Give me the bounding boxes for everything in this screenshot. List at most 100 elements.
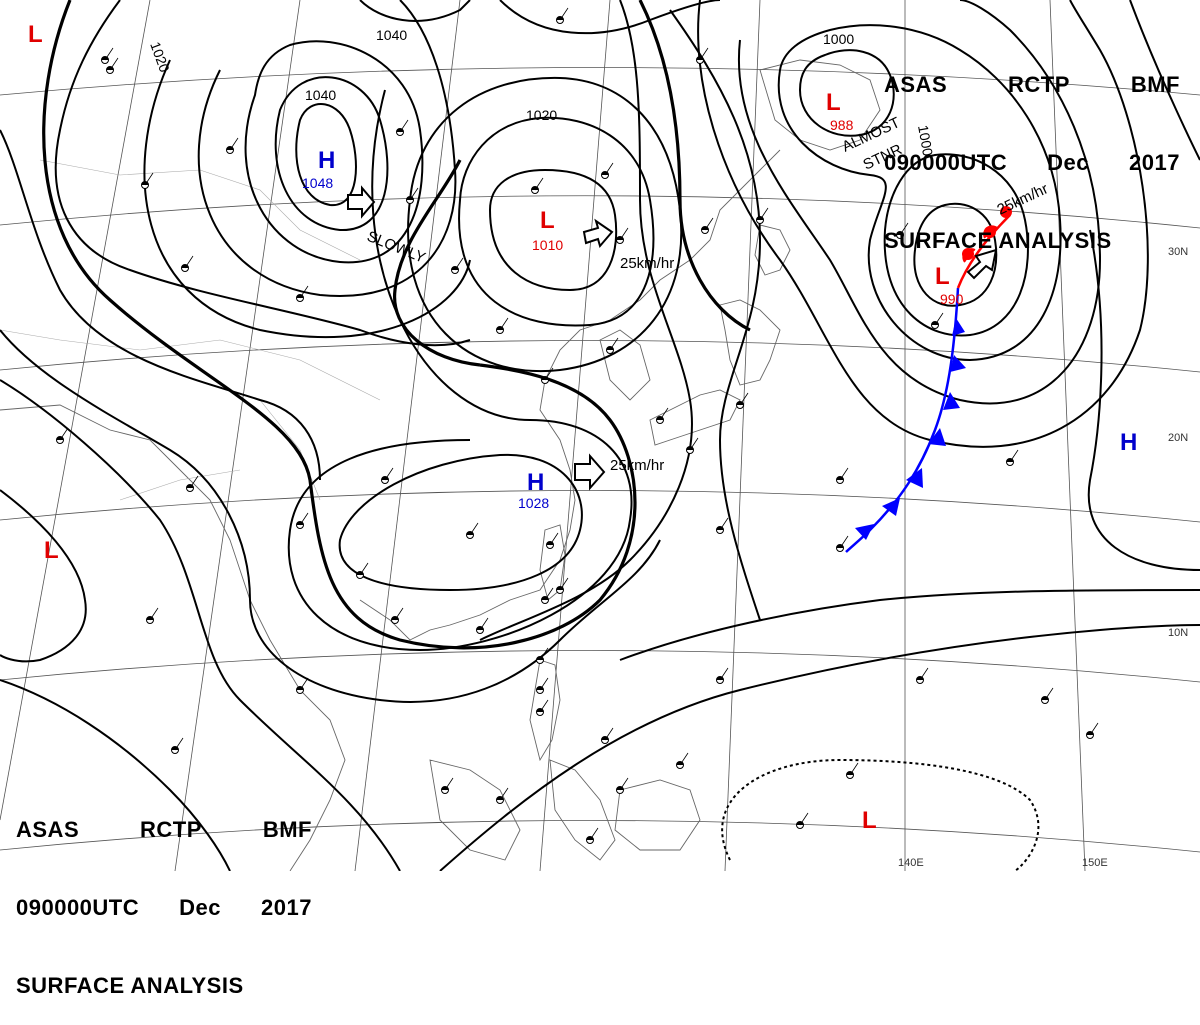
station-wind-barb — [149, 607, 159, 621]
header-bottom-left: ASAS RCTP BMF 090000UTC Dec 2017 SURFACE… — [16, 765, 312, 1025]
isobar-label: 1020 — [526, 107, 557, 123]
low-symbol: L — [44, 537, 59, 564]
station-wind-barb — [144, 172, 154, 186]
station-wind-barb — [499, 787, 509, 801]
station-wind-barb — [539, 647, 549, 661]
header-year: 2017 — [261, 895, 312, 920]
station-wind-barb — [604, 162, 614, 176]
high-value: 1048 — [302, 175, 333, 191]
low-value: 988 — [830, 117, 854, 133]
isobar-label: 1000 — [915, 124, 936, 158]
station-wind-barb — [174, 737, 184, 751]
station-wind-barb — [589, 827, 599, 841]
low-symbol: L — [935, 263, 950, 290]
low-symbol: L — [28, 21, 43, 48]
station-wind-barb — [444, 777, 454, 791]
station-wind-barb — [539, 699, 549, 713]
station-wind-barb — [454, 257, 464, 271]
major-isobars — [42, 0, 751, 650]
station-wind-barb — [469, 522, 479, 536]
station-wind-barb — [1009, 449, 1019, 463]
station-wind-barb — [299, 285, 309, 299]
header-agency: ASAS — [16, 817, 80, 842]
movement-label: 25km/hr — [620, 255, 674, 272]
station-wind-barb — [1044, 687, 1054, 701]
station-wind-barb — [544, 587, 554, 601]
station-wind-barb — [704, 217, 714, 231]
station-wind-barb — [604, 727, 614, 741]
station-wind-barb — [184, 255, 194, 269]
header-station: RCTP — [140, 817, 202, 842]
header-row-1: ASAS RCTP BMF — [16, 817, 312, 843]
station-wind-barb — [1089, 722, 1099, 736]
movement-arrow-icon — [582, 218, 614, 249]
station-wind-barb — [559, 577, 569, 591]
station-wind-barb — [689, 437, 699, 451]
station-wind-barb — [899, 222, 909, 236]
dashed-isobar — [721, 758, 1040, 871]
high-value: 1028 — [518, 495, 549, 511]
lat-labels: 30N 20N 10N — [1168, 246, 1188, 639]
station-wind-barb — [849, 762, 859, 776]
low-value: 1010 — [532, 237, 563, 253]
movement-arrow-icon — [966, 248, 998, 280]
station-wind-barb — [409, 187, 419, 201]
isobar-label: 1040 — [305, 87, 336, 103]
low-symbol: L — [540, 207, 555, 234]
station-wind-barb — [559, 7, 569, 21]
station-wind-barb — [59, 427, 69, 441]
station-wind-barb — [919, 667, 929, 681]
station-wind-barb — [609, 337, 619, 351]
lat-label: 10N — [1168, 627, 1188, 639]
station-wind-barb — [549, 532, 559, 546]
header-agency: ASAS — [884, 72, 948, 97]
station-wind-barb — [934, 312, 944, 326]
station-wind-barb — [499, 317, 509, 331]
station-wind-barb — [619, 227, 629, 241]
station-wind-barb — [229, 137, 239, 151]
station-wind-barb — [839, 535, 849, 549]
movement-arrow-icon — [347, 185, 376, 219]
header-row-1: ASAS RCTP BMF — [884, 72, 1180, 98]
station-wind-barb — [299, 677, 309, 691]
header-row-2: 090000UTC Dec 2017 — [884, 150, 1180, 176]
movement-arrows — [347, 185, 998, 491]
movement-label: 25km/hr — [610, 457, 664, 474]
station-wind-barb — [299, 512, 309, 526]
header-top-right: ASAS RCTP BMF 090000UTC Dec 2017 SURFACE… — [884, 20, 1180, 280]
header-title: SURFACE ANALYSIS — [884, 228, 1112, 253]
lon-labels: 140E 150E — [898, 857, 1108, 869]
station-wind-barb — [359, 562, 369, 576]
isobar-label: 1000 — [823, 31, 854, 47]
low-value: 990 — [940, 291, 964, 307]
low-symbol: L — [826, 89, 841, 116]
station-wind-barb — [619, 777, 629, 791]
station-wind-barb — [544, 367, 554, 381]
station-wind-barb — [799, 812, 809, 826]
station-wind-barb — [394, 607, 404, 621]
station-wind-barb — [659, 407, 669, 421]
header-time: 090000UTC — [884, 150, 1008, 175]
station-wind-barb — [479, 617, 489, 631]
header-code: BMF — [262, 817, 312, 842]
header-year: 2017 — [1129, 150, 1180, 175]
header-row-2: 090000UTC Dec 2017 — [16, 895, 312, 921]
station-wind-barb — [189, 475, 199, 489]
isobar-label: 1040 — [376, 27, 407, 43]
station-wind-barb — [109, 57, 119, 71]
high-symbol: H — [527, 469, 544, 496]
lon-label: 150E — [1082, 857, 1108, 869]
station-wind-barb — [719, 667, 729, 681]
header-month: Dec — [1047, 150, 1090, 175]
header-code: BMF — [1130, 72, 1180, 97]
station-wind-barb — [839, 467, 849, 481]
lat-label: 20N — [1168, 432, 1188, 444]
surface-analysis-map: 1020 1040 1040 1020 1000 1000 SLOWLY 25k… — [0, 0, 1200, 871]
station-wind-barb — [759, 207, 769, 221]
header-time: 090000UTC — [16, 895, 140, 920]
lat-label: 30N — [1168, 246, 1188, 258]
station-wind-barb — [104, 47, 114, 61]
station-wind-barb — [679, 752, 689, 766]
header-station: RCTP — [1008, 72, 1070, 97]
station-wind-barb — [739, 392, 749, 406]
